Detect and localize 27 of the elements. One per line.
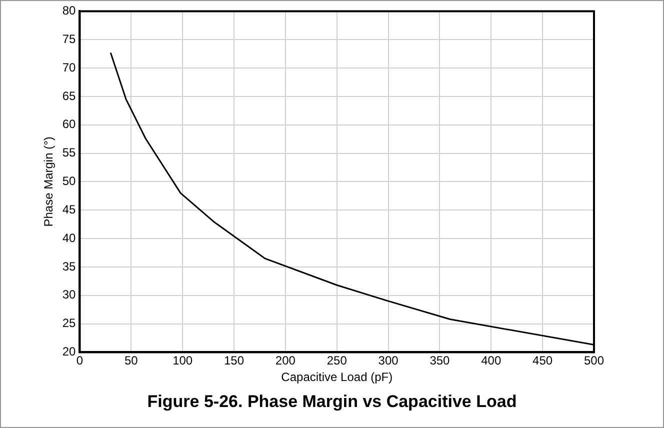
y-tick-label: 70 (62, 60, 76, 74)
y-tick-label: 30 (62, 288, 76, 302)
x-tick-label: 0 (76, 354, 84, 368)
text: Figure 5-26. Phase Margin vs Capacitive Load (146, 392, 518, 412)
x-tick-label: 450 (532, 354, 553, 368)
y-tick-label: 65 (62, 88, 76, 103)
x-tick-label: 200 (275, 354, 296, 368)
y-tick-label: 75 (62, 32, 76, 46)
y-tick-label: 55 (62, 146, 76, 160)
x-tick-label: 350 (430, 354, 450, 368)
x-tick-label: 500 (584, 354, 604, 368)
x-tick-label: 250 (326, 354, 348, 368)
y-tick-label: 45 (62, 202, 76, 216)
y-tick-label: 35 (62, 259, 76, 274)
x-axis-title: Capacitive Load (pF) (281, 370, 393, 384)
x-tick-label: 400 (481, 354, 502, 368)
y-tick-label: 60 (62, 117, 76, 132)
x-tick-label: 300 (378, 354, 399, 368)
y-tick-label: 50 (62, 174, 76, 188)
y-tick-label: 80 (62, 4, 76, 18)
y-tick-label: 25 (62, 316, 76, 330)
x-tick-label: 100 (172, 354, 193, 368)
x-tick-label: 50 (124, 354, 138, 368)
y-axis-title: Phase Margin (°) (42, 136, 56, 227)
x-tick-label: 150 (224, 354, 244, 368)
y-tick-label: 20 (62, 344, 76, 359)
y-tick-label: 40 (62, 230, 76, 245)
